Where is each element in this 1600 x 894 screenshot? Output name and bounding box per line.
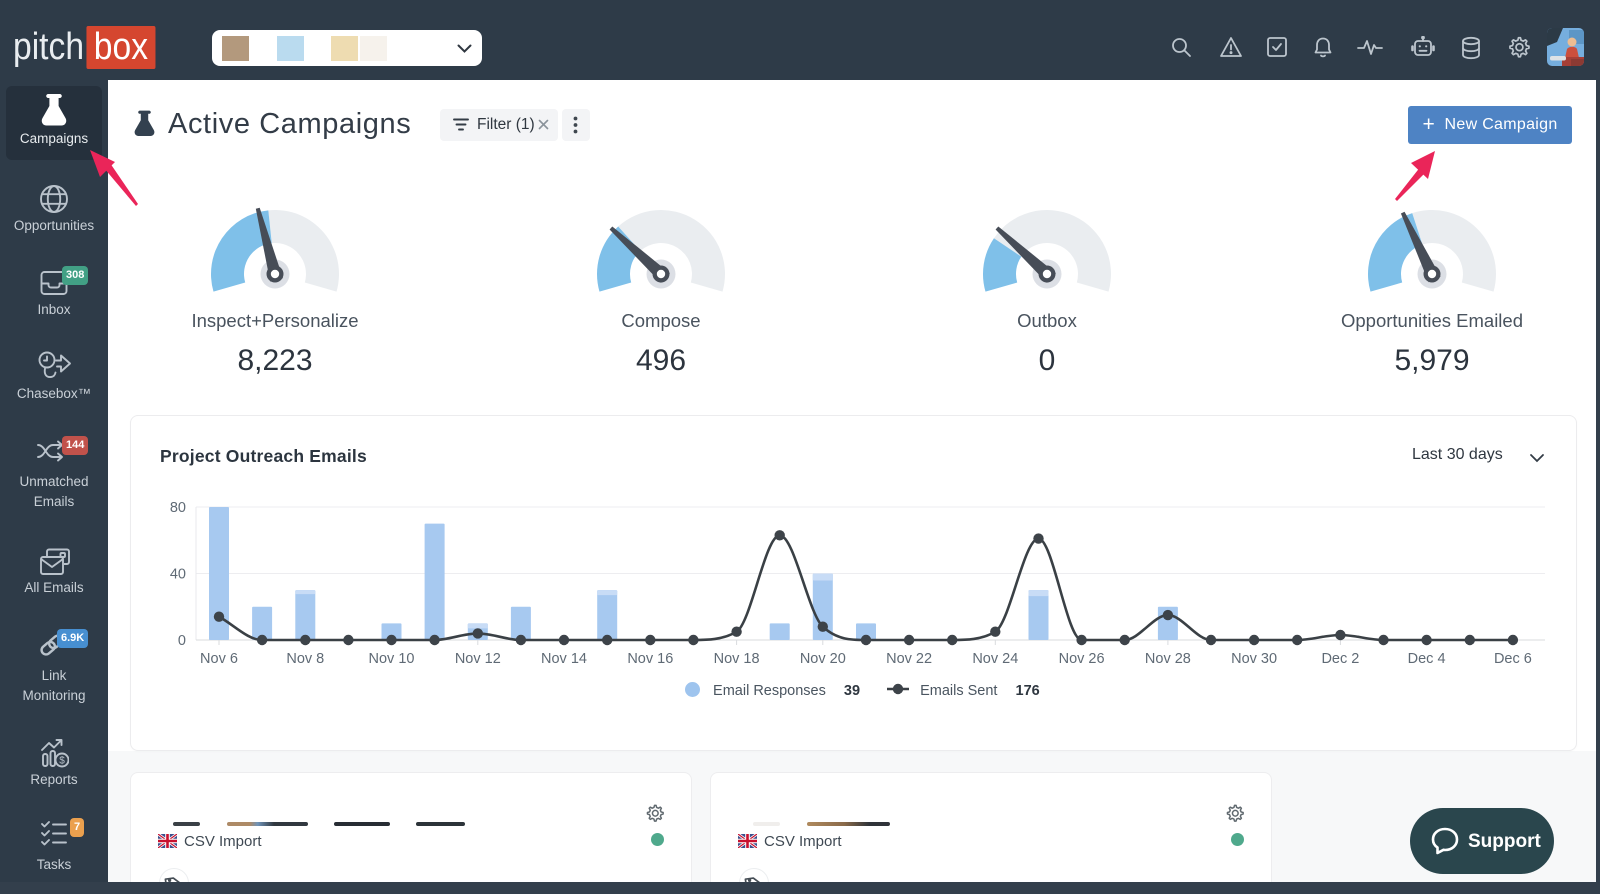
svg-text:Nov 28: Nov 28 [1145,651,1191,667]
svg-text:Nov 22: Nov 22 [886,651,932,667]
svg-text:Nov 8: Nov 8 [286,651,324,667]
svg-text:Dec 4: Dec 4 [1408,651,1446,667]
svg-text:Nov 14: Nov 14 [541,651,587,667]
svg-text:Dec 6: Dec 6 [1494,651,1532,667]
svg-text:40: 40 [170,567,186,583]
svg-text:80: 80 [170,500,186,516]
svg-text:Nov 18: Nov 18 [714,651,760,667]
svg-text:$: $ [59,756,65,767]
svg-text:Nov 12: Nov 12 [455,651,501,667]
svg-text:Nov 16: Nov 16 [627,651,673,667]
svg-text:Nov 10: Nov 10 [369,651,415,667]
svg-text:Dec 2: Dec 2 [1321,651,1359,667]
svg-text:Nov 6: Nov 6 [200,651,238,667]
svg-text:Nov 24: Nov 24 [972,651,1018,667]
svg-text:Nov 30: Nov 30 [1231,651,1277,667]
svg-text:0: 0 [178,633,186,649]
svg-text:Nov 26: Nov 26 [1059,651,1105,667]
svg-text:Nov 20: Nov 20 [800,651,846,667]
